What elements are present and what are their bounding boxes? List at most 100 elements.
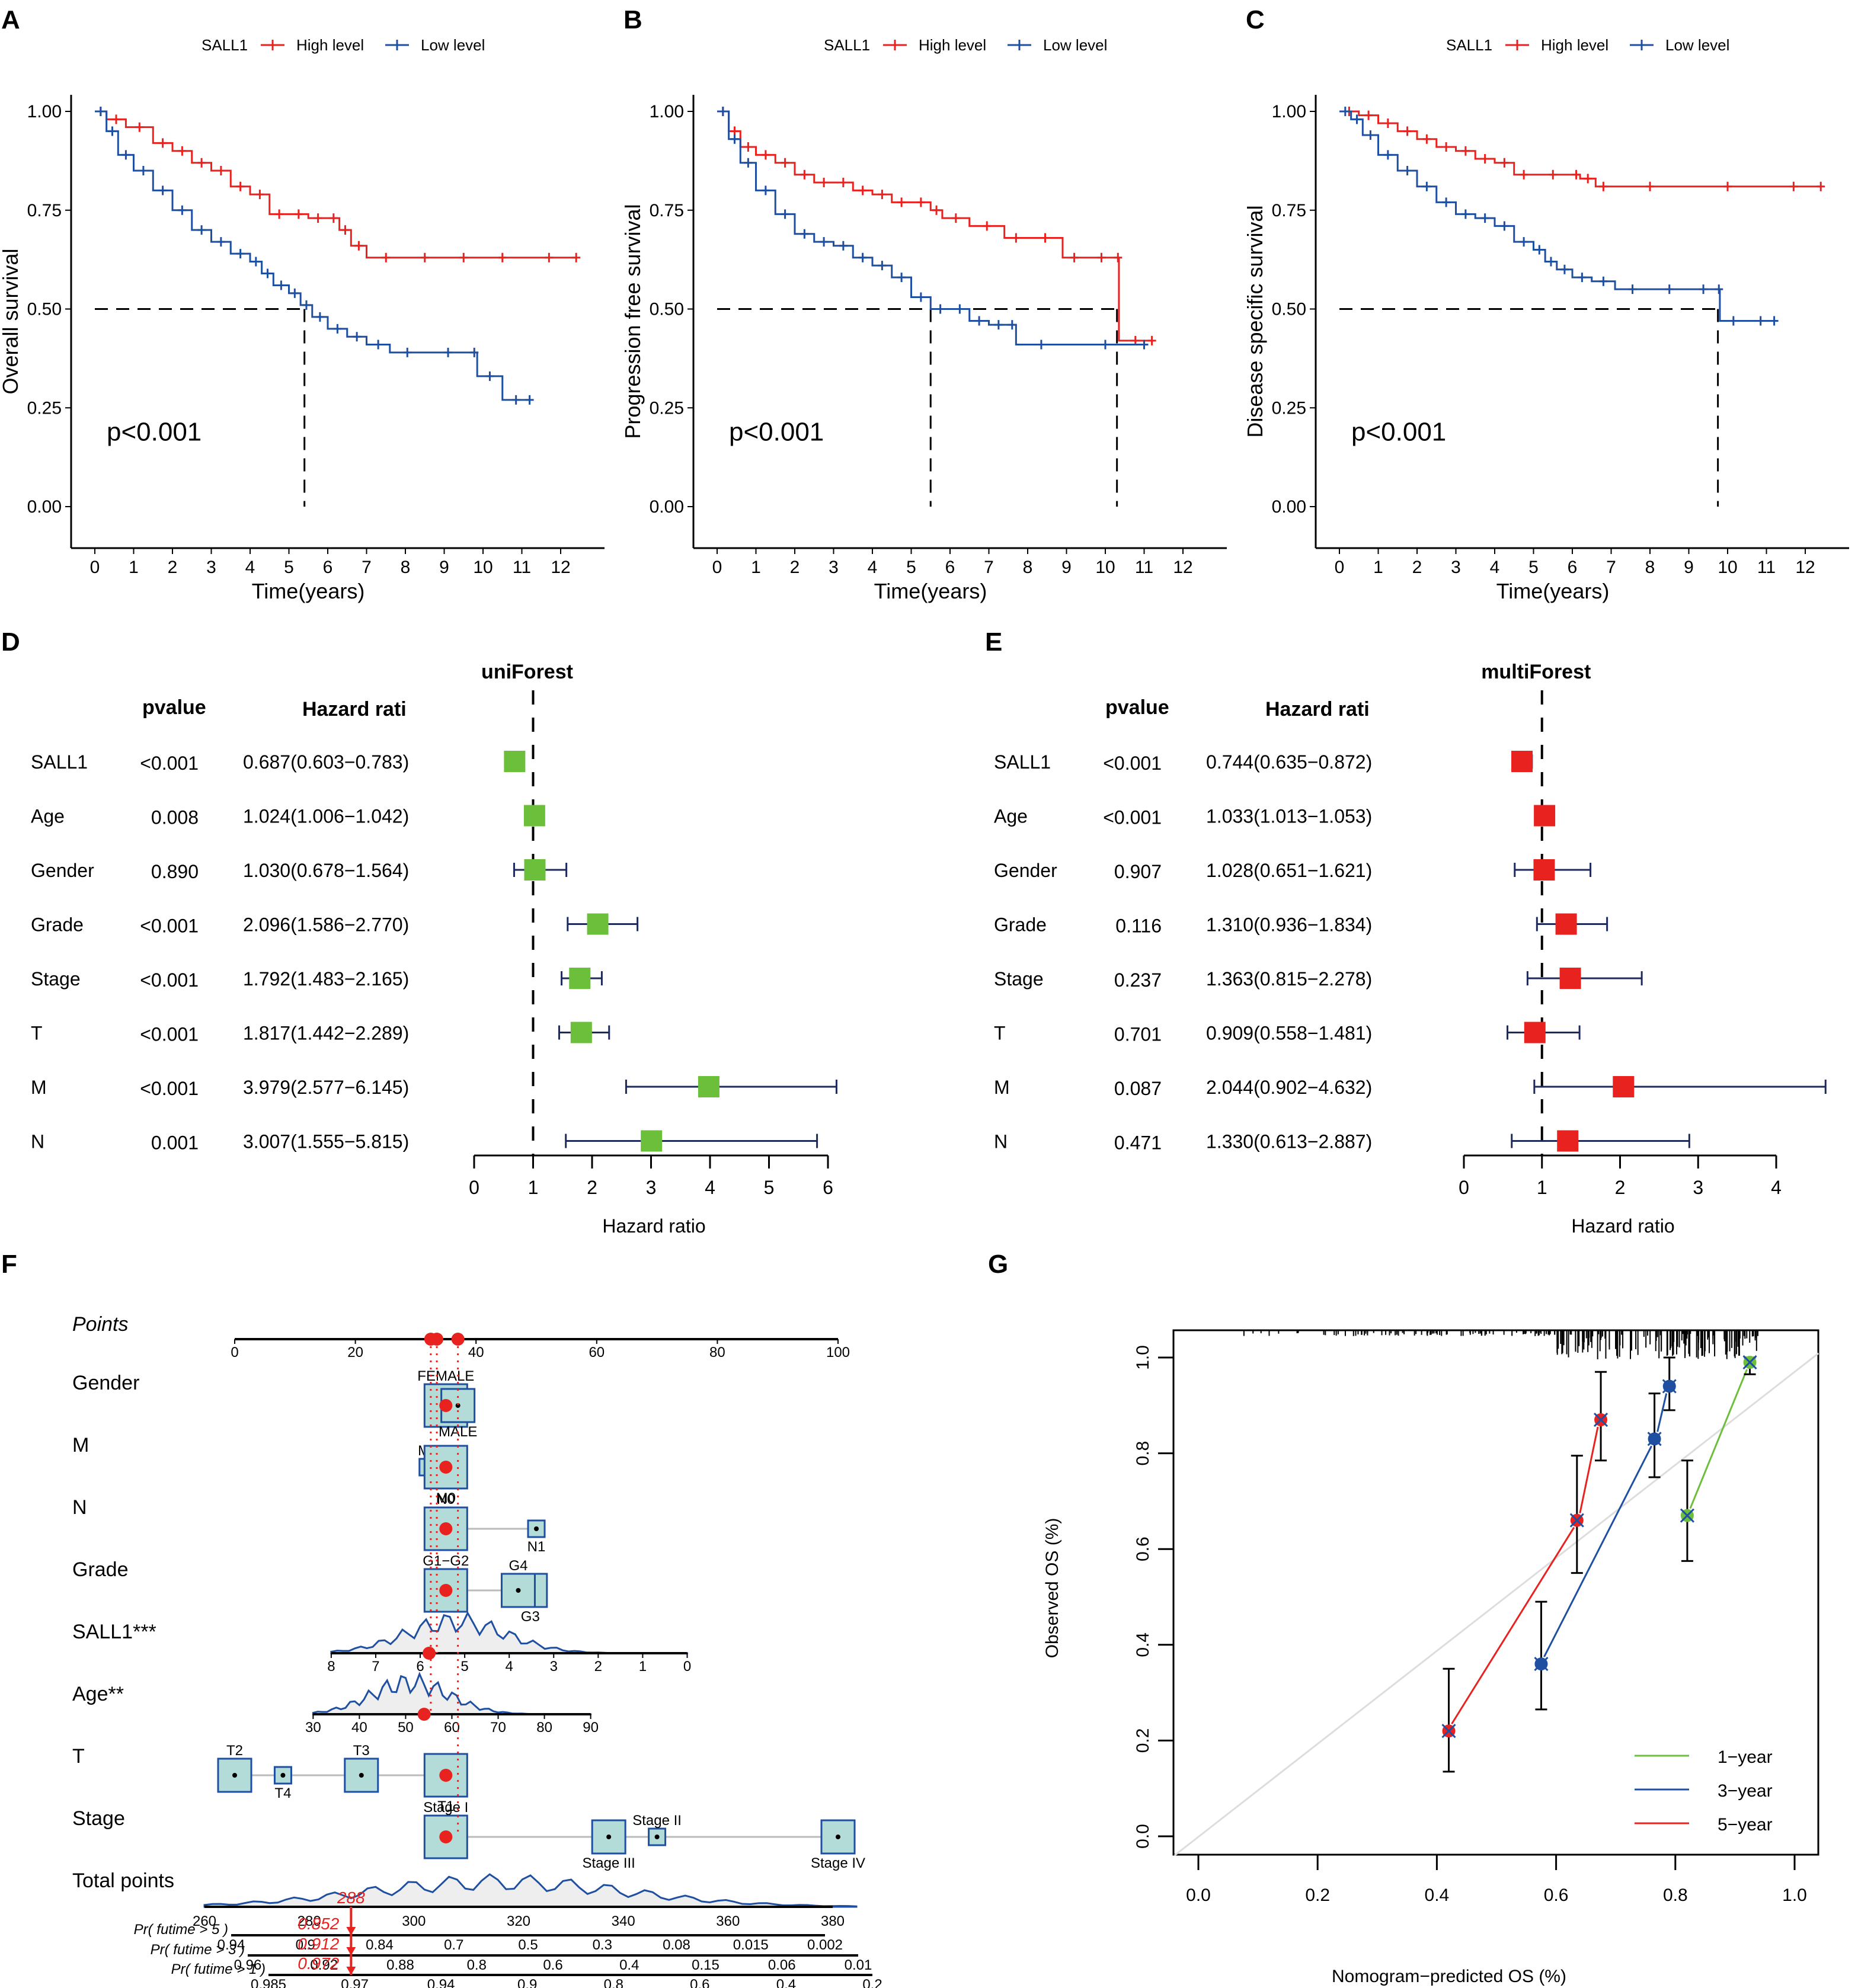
probability-tick-label: 0.97 bbox=[341, 1977, 369, 1988]
censor-mark bbox=[1008, 320, 1016, 329]
x-tick-label: 0.2 bbox=[1305, 1885, 1330, 1905]
axis-tick-label: 90 bbox=[583, 1720, 599, 1736]
x-tick-label: 12 bbox=[551, 558, 570, 577]
censor-mark bbox=[975, 316, 983, 326]
row-label: SALL1 bbox=[994, 751, 1051, 773]
censor-mark bbox=[839, 178, 848, 187]
axis-tick-label: 2 bbox=[594, 1659, 602, 1675]
hr-square bbox=[571, 1022, 592, 1043]
censor-mark bbox=[1422, 182, 1431, 191]
level-dot bbox=[280, 1773, 285, 1778]
x-tick-label: 8 bbox=[401, 558, 411, 577]
x-tick-label: 4 bbox=[868, 558, 878, 577]
censor-mark bbox=[1462, 209, 1470, 219]
x-tick-label: 10 bbox=[1095, 558, 1115, 577]
probability-tick-label: 0.9 bbox=[517, 1977, 537, 1988]
points-tick-label: 40 bbox=[468, 1344, 484, 1360]
censor-mark bbox=[236, 249, 245, 258]
level-label: T2 bbox=[226, 1743, 243, 1759]
censor-mark bbox=[341, 225, 349, 235]
censor-mark bbox=[512, 395, 520, 405]
probability-tick-label: 0.6 bbox=[543, 1957, 562, 1973]
level-label: FEMALE bbox=[417, 1368, 474, 1384]
censor-mark bbox=[121, 150, 130, 159]
censor-mark bbox=[1723, 182, 1732, 191]
x-tick-label: 9 bbox=[439, 558, 449, 577]
row-hazard-text: 1.363(0.815−2.278) bbox=[1206, 968, 1372, 990]
row-hazard-text: 1.310(0.936−1.834) bbox=[1206, 914, 1372, 936]
panel-label-C: C bbox=[1246, 5, 1265, 34]
total-density-curve bbox=[204, 1874, 856, 1907]
censor-mark bbox=[1757, 316, 1765, 326]
selected-level-marker bbox=[439, 1830, 452, 1843]
legend-label-high: High level bbox=[919, 36, 986, 54]
censor-mark bbox=[800, 229, 808, 239]
level-label: G3 bbox=[521, 1609, 540, 1625]
hr-square bbox=[524, 805, 545, 827]
censor-mark bbox=[1789, 182, 1798, 191]
legend-label-low: Low level bbox=[1043, 36, 1107, 54]
legend-label-low: Low level bbox=[421, 36, 485, 54]
probability-tick-label: 0.4 bbox=[619, 1957, 639, 1973]
row-pvalue: <0.001 bbox=[140, 969, 199, 991]
hr-square bbox=[1556, 914, 1577, 935]
selected-value-marker bbox=[423, 1647, 436, 1660]
censor-mark bbox=[302, 300, 311, 310]
forest-title: uniForest bbox=[481, 661, 573, 683]
x-tick-label: 8 bbox=[1645, 558, 1655, 577]
censor-mark bbox=[781, 209, 789, 219]
x-tick-label: 11 bbox=[1757, 558, 1776, 577]
level-dot bbox=[232, 1773, 237, 1778]
probability-tick-label: 0.4 bbox=[776, 1977, 796, 1988]
censor-mark bbox=[526, 395, 534, 405]
x-tick-label: 6 bbox=[945, 558, 955, 577]
level-dot bbox=[655, 1835, 660, 1839]
forest-row: Gender 0.907 1.028(0.651−1.621) bbox=[994, 859, 1591, 882]
censor-mark bbox=[1097, 253, 1105, 262]
censor-mark bbox=[252, 257, 260, 266]
censor-mark bbox=[744, 142, 752, 152]
censor-mark bbox=[917, 197, 925, 207]
censor-mark bbox=[139, 166, 148, 175]
x-tick-label: 11 bbox=[1135, 558, 1153, 577]
row-hazard-text: 0.909(0.558−1.481) bbox=[1206, 1023, 1372, 1044]
hr-square bbox=[1533, 859, 1555, 881]
row-pvalue: <0.001 bbox=[1103, 753, 1162, 774]
censor-mark bbox=[295, 209, 303, 219]
probability-tick-label: 0.5 bbox=[518, 1937, 538, 1953]
level-label: T3 bbox=[353, 1743, 370, 1759]
censor-mark bbox=[1699, 284, 1707, 294]
x-tick-label: 10 bbox=[1718, 558, 1737, 577]
panel-label-A: A bbox=[1, 5, 20, 34]
censor-mark bbox=[572, 253, 580, 262]
panel-label-F: F bbox=[1, 1250, 17, 1279]
forest-row: Grade 0.116 1.310(0.936−1.834) bbox=[994, 914, 1607, 937]
total-tick-label: 340 bbox=[612, 1913, 635, 1929]
level-label: G4 bbox=[509, 1558, 527, 1574]
points-tick-label: 0 bbox=[231, 1344, 238, 1360]
censor-mark bbox=[197, 225, 206, 235]
legend-label-high: High level bbox=[1541, 36, 1608, 54]
y-tick-label: 0.00 bbox=[27, 497, 62, 517]
probability-selected-value: 0.972 bbox=[298, 1954, 339, 1973]
km-curve-high bbox=[95, 111, 576, 258]
row-pvalue: 0.907 bbox=[1114, 861, 1162, 882]
x-tick-label: 12 bbox=[1173, 558, 1192, 577]
censor-mark bbox=[1547, 257, 1555, 266]
plot-frame bbox=[1173, 1330, 1818, 1855]
censor-mark bbox=[719, 107, 727, 116]
censor-mark bbox=[1665, 284, 1674, 294]
variable-label: Grade bbox=[72, 1558, 129, 1581]
total-points-label: Total points bbox=[72, 1869, 174, 1892]
density-curve bbox=[331, 1613, 687, 1653]
variable-label: N bbox=[72, 1496, 87, 1519]
row-label: Gender bbox=[31, 860, 94, 881]
y-tick-label: 0.0 bbox=[1133, 1824, 1153, 1849]
x-tick-label: 5 bbox=[906, 558, 916, 577]
probability-tick-label: 0.06 bbox=[768, 1957, 796, 1973]
censor-mark bbox=[932, 206, 941, 215]
probability-tick-label: 0.985 bbox=[251, 1977, 286, 1988]
censor-mark bbox=[1481, 213, 1489, 223]
variable-label: Stage bbox=[72, 1807, 125, 1830]
censor-mark bbox=[1442, 142, 1450, 152]
